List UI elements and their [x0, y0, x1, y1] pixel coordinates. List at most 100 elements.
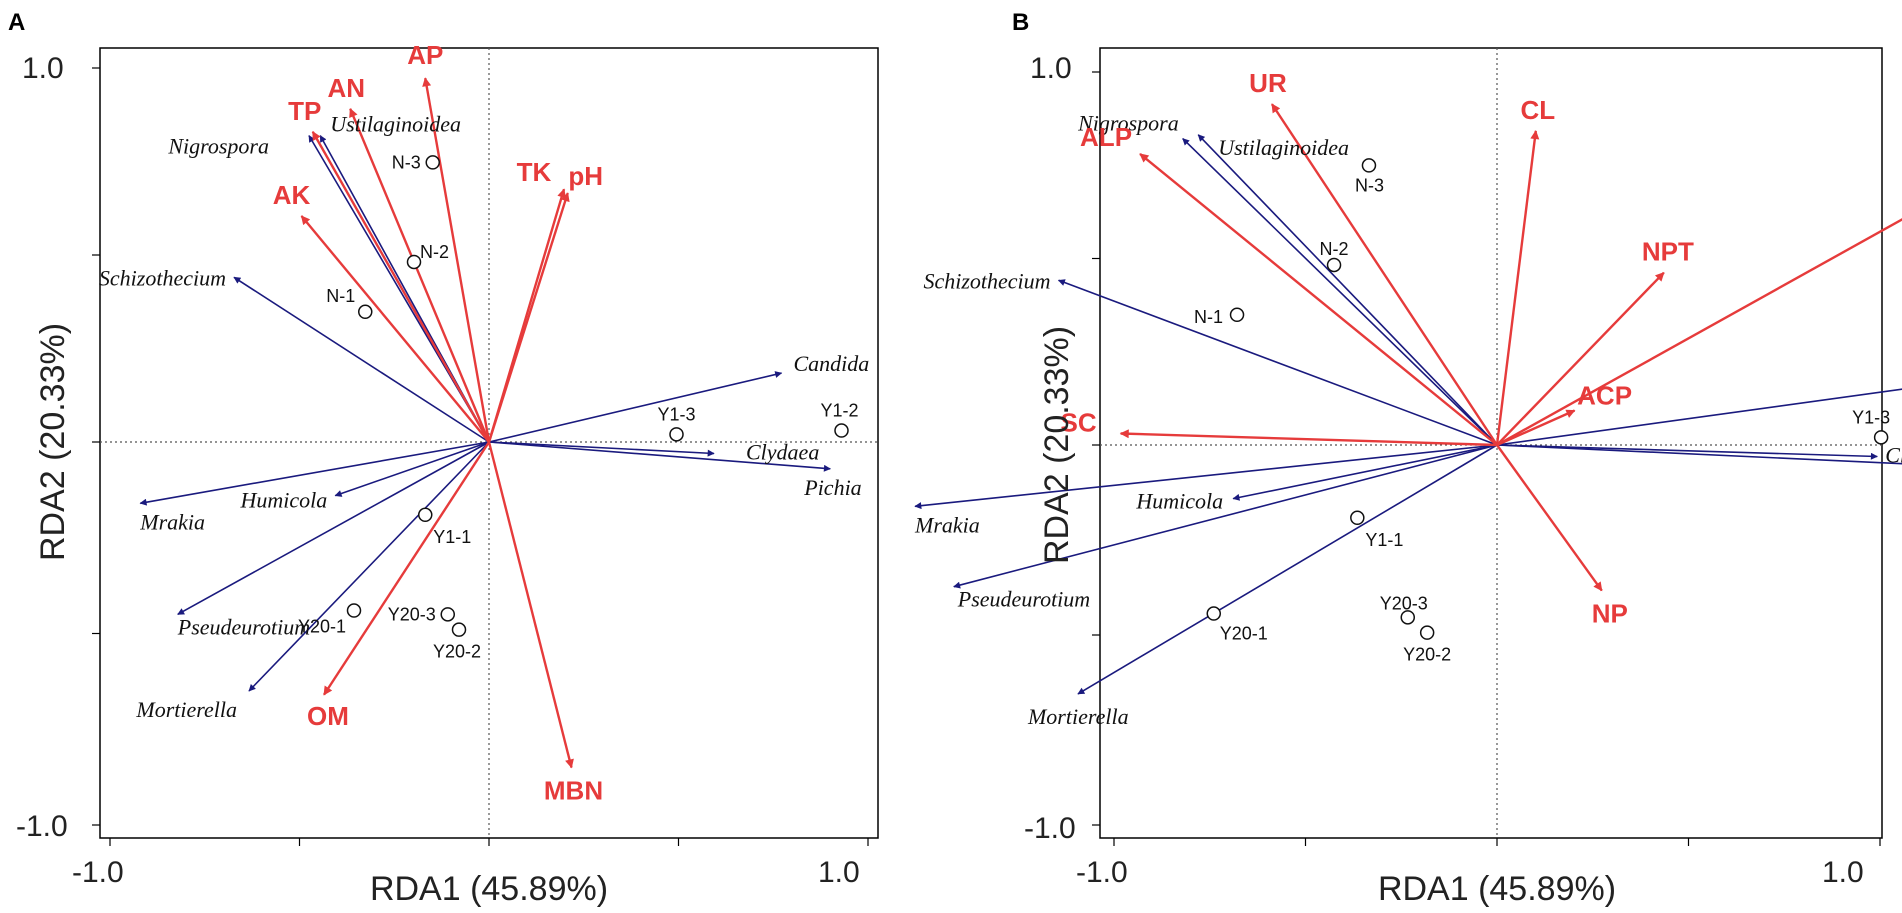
panel-a-species-arrow-clydaea: [488, 441, 715, 457]
panel-a-species-arrow-mortierella: [248, 441, 490, 692]
panel-b-env-vectors: [1119, 103, 1902, 592]
panel-b-xtick-min: -1.0: [1076, 856, 1128, 889]
panel-a-site-label-y1-3: Y1-3: [657, 404, 695, 424]
panel-a-env-label-mbn: MBN: [544, 776, 603, 806]
panel-b-ylabel: RDA2 (20.33%): [1038, 326, 1076, 564]
panel-a-env-arrow-tp: [311, 130, 491, 443]
panel-a: A Ustilaginoidea Nigrospora Schizothecium C…: [8, 9, 879, 908]
panel-b-site-label-y20-3: Y20-3: [1380, 593, 1428, 613]
panel-b-env-arrow-ur: [1270, 103, 1499, 446]
panel-b-ytick-min: -1.0: [1024, 812, 1076, 845]
panel-a-env-label-an: AN: [327, 73, 365, 103]
panel-a-species-label-mortierella: Mortierella: [135, 697, 237, 722]
panel-b-site-label-y20-2: Y20-2: [1403, 645, 1451, 665]
panel-b-site-point-y20-3: [1400, 610, 1416, 625]
panel-a-site-point-y20-2: [451, 622, 467, 637]
panel-a-species-label-pichia: Pichia: [803, 475, 861, 500]
panel-a-env-label-tk: TK: [517, 157, 552, 187]
panel-a-species-label-mrakia: Mrakia: [139, 509, 205, 534]
panel-a-ylabel: RDA2 (20.33%): [34, 323, 72, 561]
panel-a-site-point-n-1: [358, 304, 373, 320]
panel-b-env-label-npt: NPT: [1642, 237, 1694, 267]
panel-a-species-label-ustilaginoidea: Ustilaginoidea: [330, 112, 461, 137]
panel-b-env-arrow-np: [1496, 444, 1603, 592]
panel-a-env-label-ap: AP: [407, 40, 443, 70]
panel-a-species-label-schizothecium: Schizothecium: [99, 265, 226, 290]
panel-b-species-arrow-pichia: [1496, 444, 1902, 465]
panel-a-site-label-y20-2: Y20-2: [433, 642, 481, 662]
panel-b-species-arrow-mortierella: [1077, 444, 1498, 695]
panel-a-site-point-n-3: [425, 155, 440, 170]
panel-a-title: A: [8, 9, 25, 36]
panel-a-env-arrow-an: [349, 107, 491, 443]
panel-a-env-arrow-ak: [300, 215, 490, 443]
panel-a-axis-ticks: [92, 67, 869, 846]
panel-b-xtick-max: 1.0: [1822, 856, 1864, 889]
panel-a-site-label-y1-1: Y1-1: [433, 527, 471, 547]
panel-a-species-arrow-mrakia: [139, 441, 490, 506]
panel-a-ytick-max: 1.0: [22, 52, 64, 85]
panel-b-env-label-cl: CL: [1520, 95, 1555, 125]
panel-a-site-point-y20-1: [346, 603, 362, 618]
panel-b-species-label-pseudeurotium: Pseudeurotium: [957, 587, 1090, 612]
panel-b-species-arrow-clydaea: [1496, 444, 1878, 460]
panel-a-site-label-n-1: N-1: [326, 286, 355, 306]
panel-b-species-label-nigrospora: Nigrospora: [1077, 111, 1179, 136]
panel-a-xtick-max: 1.0: [818, 856, 860, 889]
panel-b-site-label-y20-1: Y20-1: [1220, 624, 1268, 644]
panel-a-env-label-ph: pH: [568, 161, 603, 191]
panel-b-species-arrow-mrakia: [914, 444, 1498, 510]
panel-a-site-point-y1-3: [669, 427, 684, 442]
panel-a-species-vectors: [139, 134, 831, 692]
panel-b-env-label-np: NP: [1592, 599, 1628, 629]
panel-b-species-label-schizothecium: Schizothecium: [923, 268, 1050, 293]
panel-b-site-point-n-3: [1361, 158, 1377, 173]
panel-a-site-label-y1-2: Y1-2: [820, 401, 858, 421]
panel-a-env-vectors: [300, 77, 574, 769]
panel-b-env-arrow-sc: [1119, 429, 1498, 447]
panel-b-env-arrow-alp: [1139, 152, 1498, 446]
panel-b-species-arrow-nigrospora: [1182, 138, 1498, 446]
panel-a-species-arrow-pseudeurotium: [177, 441, 490, 616]
panel-a-env-arrow-om: [322, 441, 491, 696]
panel-a-env-label-om: OM: [307, 701, 349, 731]
panel-a-site-label-y20-3: Y20-3: [388, 604, 436, 624]
panel-a-species-label-pseudeurotium: Pseudeurotium: [177, 614, 310, 639]
panel-b-env-label-sc: SC: [1061, 408, 1097, 438]
panel-a-site-point-y1-2: [834, 423, 849, 438]
panel-a-species-arrow-humicola: [334, 441, 490, 497]
panel-b-site-label-n-3: N-3: [1355, 175, 1384, 195]
panel-a-site-label-y20-1: Y20-1: [298, 617, 346, 637]
panel-b-env-label-alp: ALP: [1080, 122, 1132, 152]
panel-b-axis-ticks: [1092, 71, 1881, 846]
panel-b-sites: [1206, 158, 1889, 640]
panel-a-site-point-y1-1: [418, 507, 433, 523]
panel-a-xlabel: RDA1 (45.89%): [370, 870, 608, 908]
panel-b-title: B: [1012, 9, 1029, 36]
panel-b-site-label-y1-1: Y1-1: [1365, 530, 1403, 550]
panel-a-ytick-min: -1.0: [16, 810, 68, 843]
panel-b-site-point-y1-3: [1873, 430, 1889, 445]
panel-a-species-arrow-pichia: [488, 441, 831, 472]
panel-b-labels: UstilaginoideaNigrosporaSchizotheciumCan…: [914, 68, 1902, 729]
panel-b-ytick-max: 1.0: [1030, 52, 1072, 85]
panel-b-species-label-ustilaginoidea: Ustilaginoidea: [1218, 135, 1349, 160]
panel-b-site-point-y20-2: [1419, 625, 1435, 640]
panel-a-sites: [346, 155, 849, 637]
panel-a-species-arrow-schizothecium: [233, 276, 490, 443]
panel-a-site-point-y20-3: [440, 607, 455, 622]
panel-b-env-arrow-dha: [1496, 218, 1902, 447]
panel-a-species-label-nigrospora: Nigrospora: [167, 134, 269, 159]
panel-b-site-point-n-2: [1326, 257, 1342, 273]
panel-b-env-arrow-npt: [1496, 271, 1665, 446]
panel-b-species-label-humicola: Humicola: [1135, 489, 1223, 514]
panel-b-env-label-ur: UR: [1249, 68, 1287, 98]
panel-a-site-point-n-2: [406, 254, 422, 270]
panel-b-xlabel: RDA1 (45.89%): [1378, 870, 1616, 908]
panel-a-site-label-n-3: N-3: [392, 152, 421, 172]
panel-b-species-arrow-schizothecium: [1057, 279, 1498, 446]
panel-a-env-arrow-ph: [487, 192, 570, 443]
panel-b-species-arrow-candida: [1496, 388, 1902, 446]
panel-b-species-label-clydaea: Clydaea: [1885, 442, 1902, 467]
panel-b: B Ustilaginoidea Nigrospora Schizothecium C…: [914, 9, 1902, 908]
